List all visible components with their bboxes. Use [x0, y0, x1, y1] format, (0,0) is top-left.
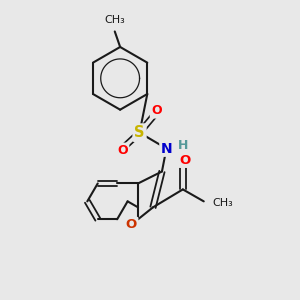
Text: O: O [126, 218, 137, 231]
Text: H: H [178, 139, 188, 152]
Text: S: S [134, 125, 145, 140]
Text: CH₃: CH₃ [212, 198, 233, 208]
Text: O: O [180, 154, 191, 167]
Text: CH₃: CH₃ [104, 16, 125, 26]
Text: O: O [151, 104, 162, 117]
Text: N: N [160, 142, 172, 155]
Text: O: O [117, 144, 128, 157]
